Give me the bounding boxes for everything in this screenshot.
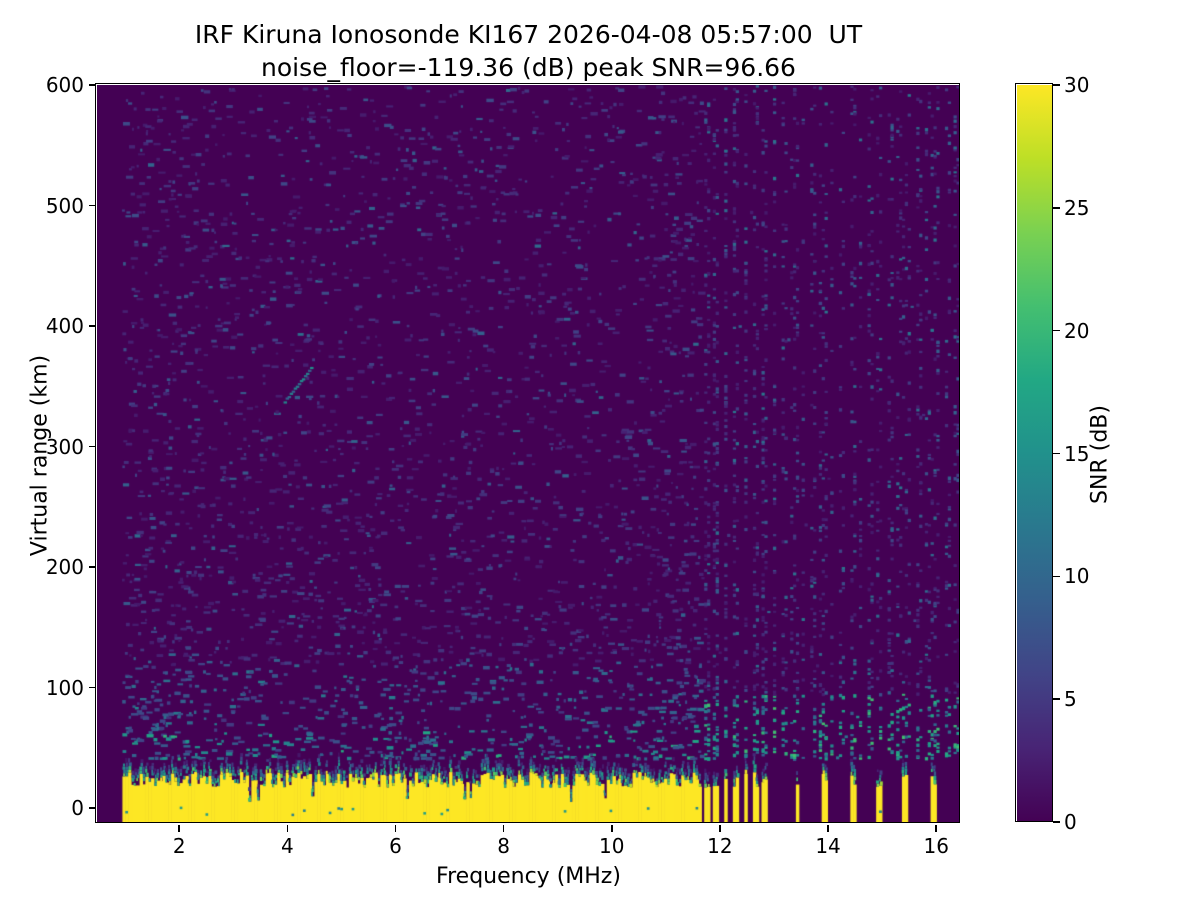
colorbar-tick-mark [1053,698,1060,700]
y-tick-label: 300 [45,434,84,459]
y-tick-mark [88,807,96,809]
x-tick-mark [935,825,937,832]
x-tick-label: 2 [172,834,186,858]
colorbar-tick-label: 15 [1064,441,1090,466]
y-tick-mark [88,445,96,448]
colorbar-tick-mark [1053,329,1060,332]
x-tick-label: 16 [923,834,949,858]
x-tick-label: 4 [280,834,294,858]
colorbar-tick-label: 30 [1064,73,1090,97]
y-tick-label: 200 [45,555,84,580]
y-tick-mark [88,84,96,86]
x-tick-mark [610,825,613,832]
y-tick-label: 500 [45,193,84,218]
x-axis-label: Frequency (MHz) [436,864,621,889]
y-tick-label: 0 [71,796,84,821]
x-tick-label: 8 [497,834,510,858]
colorbar-tick-mark [1053,84,1060,86]
colorbar-label: SNR (dB) [1087,405,1113,504]
x-tick-mark [719,825,721,832]
y-tick-label: 600 [45,73,84,97]
colorbar-tick-mark [1053,575,1060,578]
x-tick-mark [394,825,397,832]
x-tick-mark [178,825,180,832]
x-tick-label: 10 [599,834,625,858]
y-tick-mark [88,566,96,568]
colorbar-tick-mark [1053,207,1060,209]
colorbar-tick-label: 5 [1064,687,1077,712]
colorbar-tick-label: 20 [1064,318,1090,343]
x-tick-mark [827,825,829,832]
y-tick-mark [88,204,96,207]
y-tick-mark [88,325,96,327]
y-tick-mark [88,686,96,689]
colorbar-tick-label: 25 [1064,195,1090,220]
colorbar-tick-label: 0 [1064,810,1077,834]
colorbar-gradient [1017,85,1053,822]
x-tick-label: 14 [815,834,841,858]
x-tick-label: 6 [389,834,402,858]
chart-subtitle: noise_floor=-119.36 (dB) peak SNR=96.66 [261,53,796,82]
x-tick-label: 12 [707,834,733,858]
colorbar-tick-label: 10 [1064,564,1090,589]
x-tick-mark [502,825,505,832]
x-tick-mark [286,825,289,832]
chart-title: IRF Kiruna Ionosonde KI167 2026-04-08 05… [194,20,863,49]
ionogram-heatmap [97,85,960,823]
colorbar-tick-mark [1053,452,1060,455]
y-tick-label: 400 [45,314,84,339]
colorbar-tick-mark [1053,821,1060,823]
y-tick-label: 100 [45,675,84,700]
